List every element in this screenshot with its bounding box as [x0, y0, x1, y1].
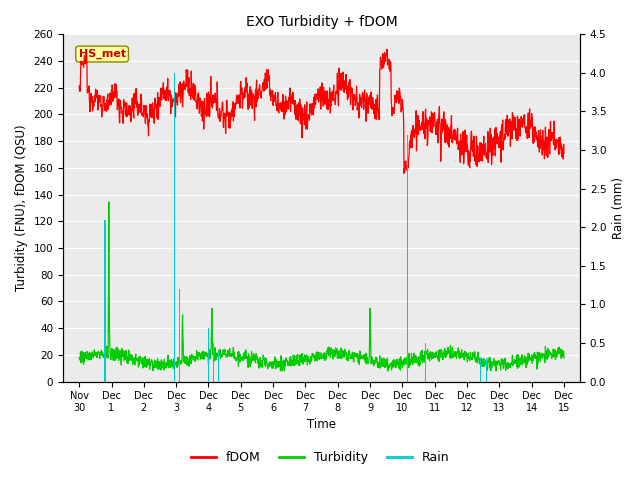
Y-axis label: Rain (mm): Rain (mm) — [612, 177, 625, 239]
Y-axis label: Turbidity (FNU), fDOM (QSU): Turbidity (FNU), fDOM (QSU) — [15, 125, 28, 291]
Legend: fDOM, Turbidity, Rain: fDOM, Turbidity, Rain — [186, 446, 454, 469]
Title: EXO Turbidity + fDOM: EXO Turbidity + fDOM — [246, 15, 397, 29]
X-axis label: Time: Time — [307, 419, 336, 432]
Text: HS_met: HS_met — [79, 49, 125, 59]
